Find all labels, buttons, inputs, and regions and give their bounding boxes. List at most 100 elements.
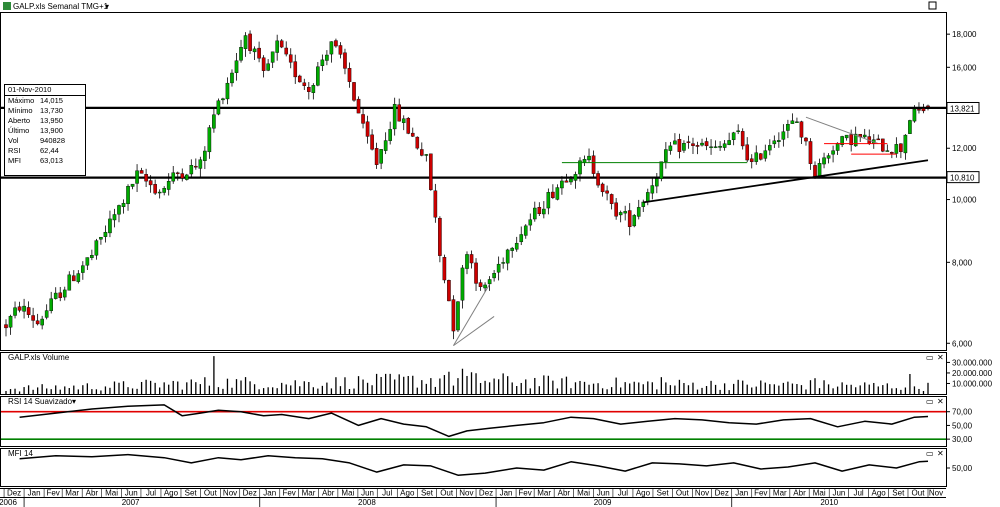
candle-body [248, 33, 252, 51]
candle-body [429, 153, 433, 190]
candle-body [862, 134, 867, 138]
candle-body [374, 148, 379, 165]
candle-body [749, 158, 754, 162]
month-label: Mar [65, 489, 79, 498]
close-icon[interactable]: ✕ [937, 397, 944, 406]
maximize-icon[interactable] [928, 1, 937, 10]
month-label: Out [204, 489, 218, 498]
candle-body [22, 305, 26, 312]
month-label: Jun [361, 489, 374, 498]
candle-body [722, 143, 727, 148]
candle-body [338, 45, 343, 55]
candle-body [288, 54, 293, 63]
candle-body [76, 273, 81, 282]
candle-body [410, 132, 415, 137]
candle-body [49, 298, 53, 312]
candle-body [130, 183, 135, 187]
minimize-icon[interactable]: ▭ [926, 449, 934, 458]
candle-body [786, 124, 790, 131]
candle-body [13, 307, 17, 316]
month-label: Set [657, 489, 670, 498]
candle-body [659, 161, 664, 179]
month-label: Out [676, 489, 690, 498]
candle-body [600, 183, 605, 193]
candle-body [203, 150, 207, 161]
candle-body [894, 144, 899, 154]
month-label: Jun [832, 489, 845, 498]
info-row: Aberto 13,950 [5, 116, 85, 126]
candle-body [573, 174, 578, 181]
price-badge [946, 101, 980, 114]
candle-body [614, 202, 618, 217]
y-tick-label: 12,000 [952, 144, 977, 153]
candle-body [890, 152, 894, 154]
candle-body [216, 100, 221, 115]
month-label: Mai [813, 489, 826, 498]
candle-body [695, 145, 700, 147]
close-icon[interactable]: ✕ [937, 449, 944, 458]
candle-body [664, 149, 668, 162]
candle-body [67, 274, 72, 291]
info-value: 14,015 [40, 96, 63, 105]
candle-body [153, 184, 157, 194]
candle-body [71, 275, 76, 282]
month-label: Fev [754, 489, 767, 498]
info-value: 13,950 [40, 116, 63, 125]
candle-body [505, 249, 510, 264]
rsi-line [19, 404, 929, 438]
info-row: Máximo 14,015 [5, 96, 85, 106]
candle-body [311, 85, 316, 93]
candle-body [758, 153, 763, 160]
info-value: 940828 [40, 136, 66, 145]
candle-body [347, 68, 352, 82]
triangle-down-icon[interactable]: ▾ [105, 2, 109, 11]
month-label: Fev [282, 489, 295, 498]
triangle-down-icon[interactable]: ▾ [72, 397, 76, 406]
candle-body [397, 104, 402, 122]
trend-line [453, 316, 495, 347]
trend-line [805, 116, 879, 145]
candle-body [316, 66, 320, 86]
price-layer: 18,00016,00014,00012,00010,0008,0006,000… [1, 30, 980, 348]
y-tick-label: 6,000 [952, 339, 973, 348]
info-row: Mínimo 13,730 [5, 106, 85, 116]
candle-body [677, 139, 682, 152]
minimize-icon[interactable]: ▭ [926, 397, 934, 406]
close-icon[interactable]: ✕ [937, 353, 944, 362]
candle-body [668, 145, 673, 151]
candle-body [686, 141, 691, 143]
month-label: Set [421, 489, 434, 498]
price-badge [946, 171, 980, 184]
info-row: RSI 62,44 [5, 146, 85, 156]
candle-body [618, 212, 623, 216]
info-row: Vol 940828 [5, 136, 85, 146]
month-label: Jul [382, 489, 392, 498]
candle-body [899, 143, 903, 153]
candle-body [53, 292, 58, 299]
candle-body [795, 121, 799, 123]
window-title-bar: GALP.xls Semanal TMG+1 ▾ [3, 1, 937, 11]
candle-body [546, 192, 551, 209]
candle-body [456, 301, 460, 331]
candle-body [460, 267, 465, 301]
candle-body [912, 108, 917, 122]
candle-body [442, 257, 447, 281]
spreadsheet-icon[interactable] [3, 2, 11, 10]
month-label: Abr [322, 489, 335, 498]
info-value: 13,900 [40, 126, 63, 135]
trend-line [453, 284, 491, 346]
month-label: Abr [86, 489, 99, 498]
candle-body [270, 51, 275, 63]
candle-body [578, 160, 582, 175]
candle-body [275, 40, 279, 53]
mfi-line [19, 453, 929, 476]
month-label: Nov [929, 489, 943, 498]
candle-body [763, 150, 768, 159]
minimize-icon[interactable]: ▭ [926, 353, 934, 362]
candle-body [483, 284, 487, 289]
month-label: Jul [618, 489, 628, 498]
month-label: Set [892, 489, 905, 498]
info-row: Último 13,900 [5, 126, 85, 136]
month-label: Mar [302, 489, 316, 498]
